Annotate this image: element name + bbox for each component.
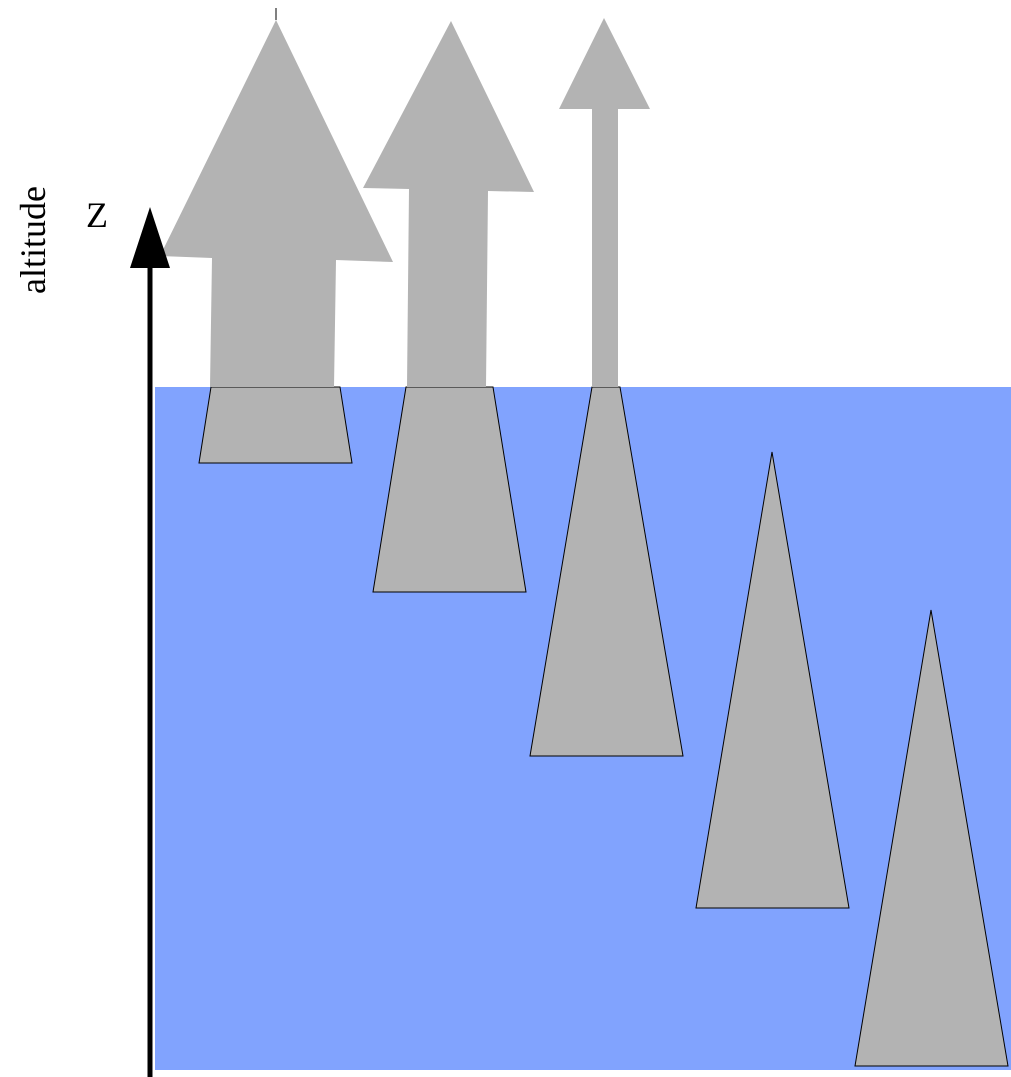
cone-4 — [695, 451, 850, 909]
cone-5 — [854, 609, 1009, 1067]
cone-1 — [198, 386, 353, 464]
up-arrow-2 — [363, 21, 534, 387]
axis-symbol-label: Z — [86, 195, 108, 235]
up-arrow-3 — [559, 18, 650, 387]
axis-name-label: altitude — [13, 186, 53, 294]
altitude-axis-arrowhead — [130, 207, 170, 268]
up-arrow-1 — [160, 20, 393, 387]
